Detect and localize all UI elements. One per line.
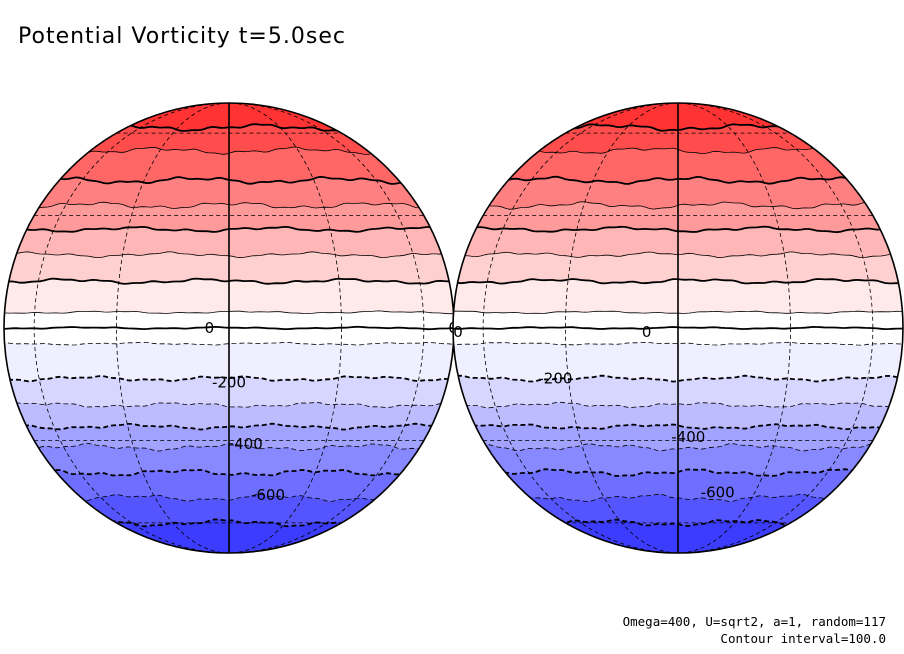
- contour-line-zero: [4, 325, 454, 331]
- graticule-meridian: [33, 103, 425, 553]
- pv-band-positive: [453, 103, 903, 131]
- globe-fill: [453, 103, 903, 553]
- graticule-meridian: [482, 103, 874, 553]
- contour-line-negative: [4, 402, 454, 408]
- contour-line-negative: [4, 442, 454, 452]
- contour-line-zero: [453, 325, 903, 331]
- contour-label: -400: [671, 428, 705, 446]
- contour-label: -400: [229, 435, 263, 453]
- chart-title: Potential Vorticity t=5.0sec: [18, 24, 346, 49]
- contour-line-negative: [4, 468, 454, 477]
- contour-line-negative: [453, 401, 903, 409]
- contour-line-positive: [4, 277, 454, 285]
- contour-label: 0: [453, 323, 463, 341]
- contour-line-positive: [4, 175, 454, 185]
- contour-label: -200: [212, 373, 246, 391]
- contour-line-positive: [453, 278, 903, 285]
- graticule-meridian: [116, 103, 342, 553]
- contour-line-negative: [453, 341, 903, 346]
- contour-line-positive: [4, 225, 454, 233]
- contour-line-positive: [4, 251, 454, 259]
- footnote: Omega=400, U=sqrt2, a=1, random=117 Cont…: [623, 613, 886, 647]
- contour-line-negative: [4, 341, 454, 346]
- contour-label: -600: [251, 486, 285, 504]
- contour-line-positive: [453, 175, 903, 186]
- contour-line-positive: [4, 201, 454, 210]
- contour-label: -200: [538, 370, 572, 388]
- contour-line-positive: [4, 310, 454, 315]
- contour-label: -600: [701, 484, 735, 502]
- contour-line-negative: [453, 374, 903, 383]
- contour-line-positive: [453, 201, 903, 210]
- contour-interval-text: Contour interval=100.0: [720, 631, 886, 646]
- globe-outline: [452, 102, 904, 554]
- contour-line-negative: [4, 375, 454, 383]
- contour-line-positive: [453, 310, 903, 314]
- contour-line-negative: [453, 423, 903, 431]
- parameters-text: Omega=400, U=sqrt2, a=1, random=117: [622, 614, 886, 629]
- contour-label: 0: [642, 323, 652, 341]
- globe-right: 0 0 -200 -400 -600: [452, 102, 904, 554]
- contour-line-negative: [4, 422, 454, 431]
- contour-line-positive: [453, 225, 903, 234]
- globe-left: 00-200-400-600: [3, 102, 458, 554]
- contour-line-negative: [453, 443, 903, 452]
- graticule-meridian: [565, 103, 791, 553]
- contour-label: 0: [205, 319, 215, 337]
- pv-band-negative: [453, 519, 903, 553]
- contour-line-positive: [453, 251, 903, 259]
